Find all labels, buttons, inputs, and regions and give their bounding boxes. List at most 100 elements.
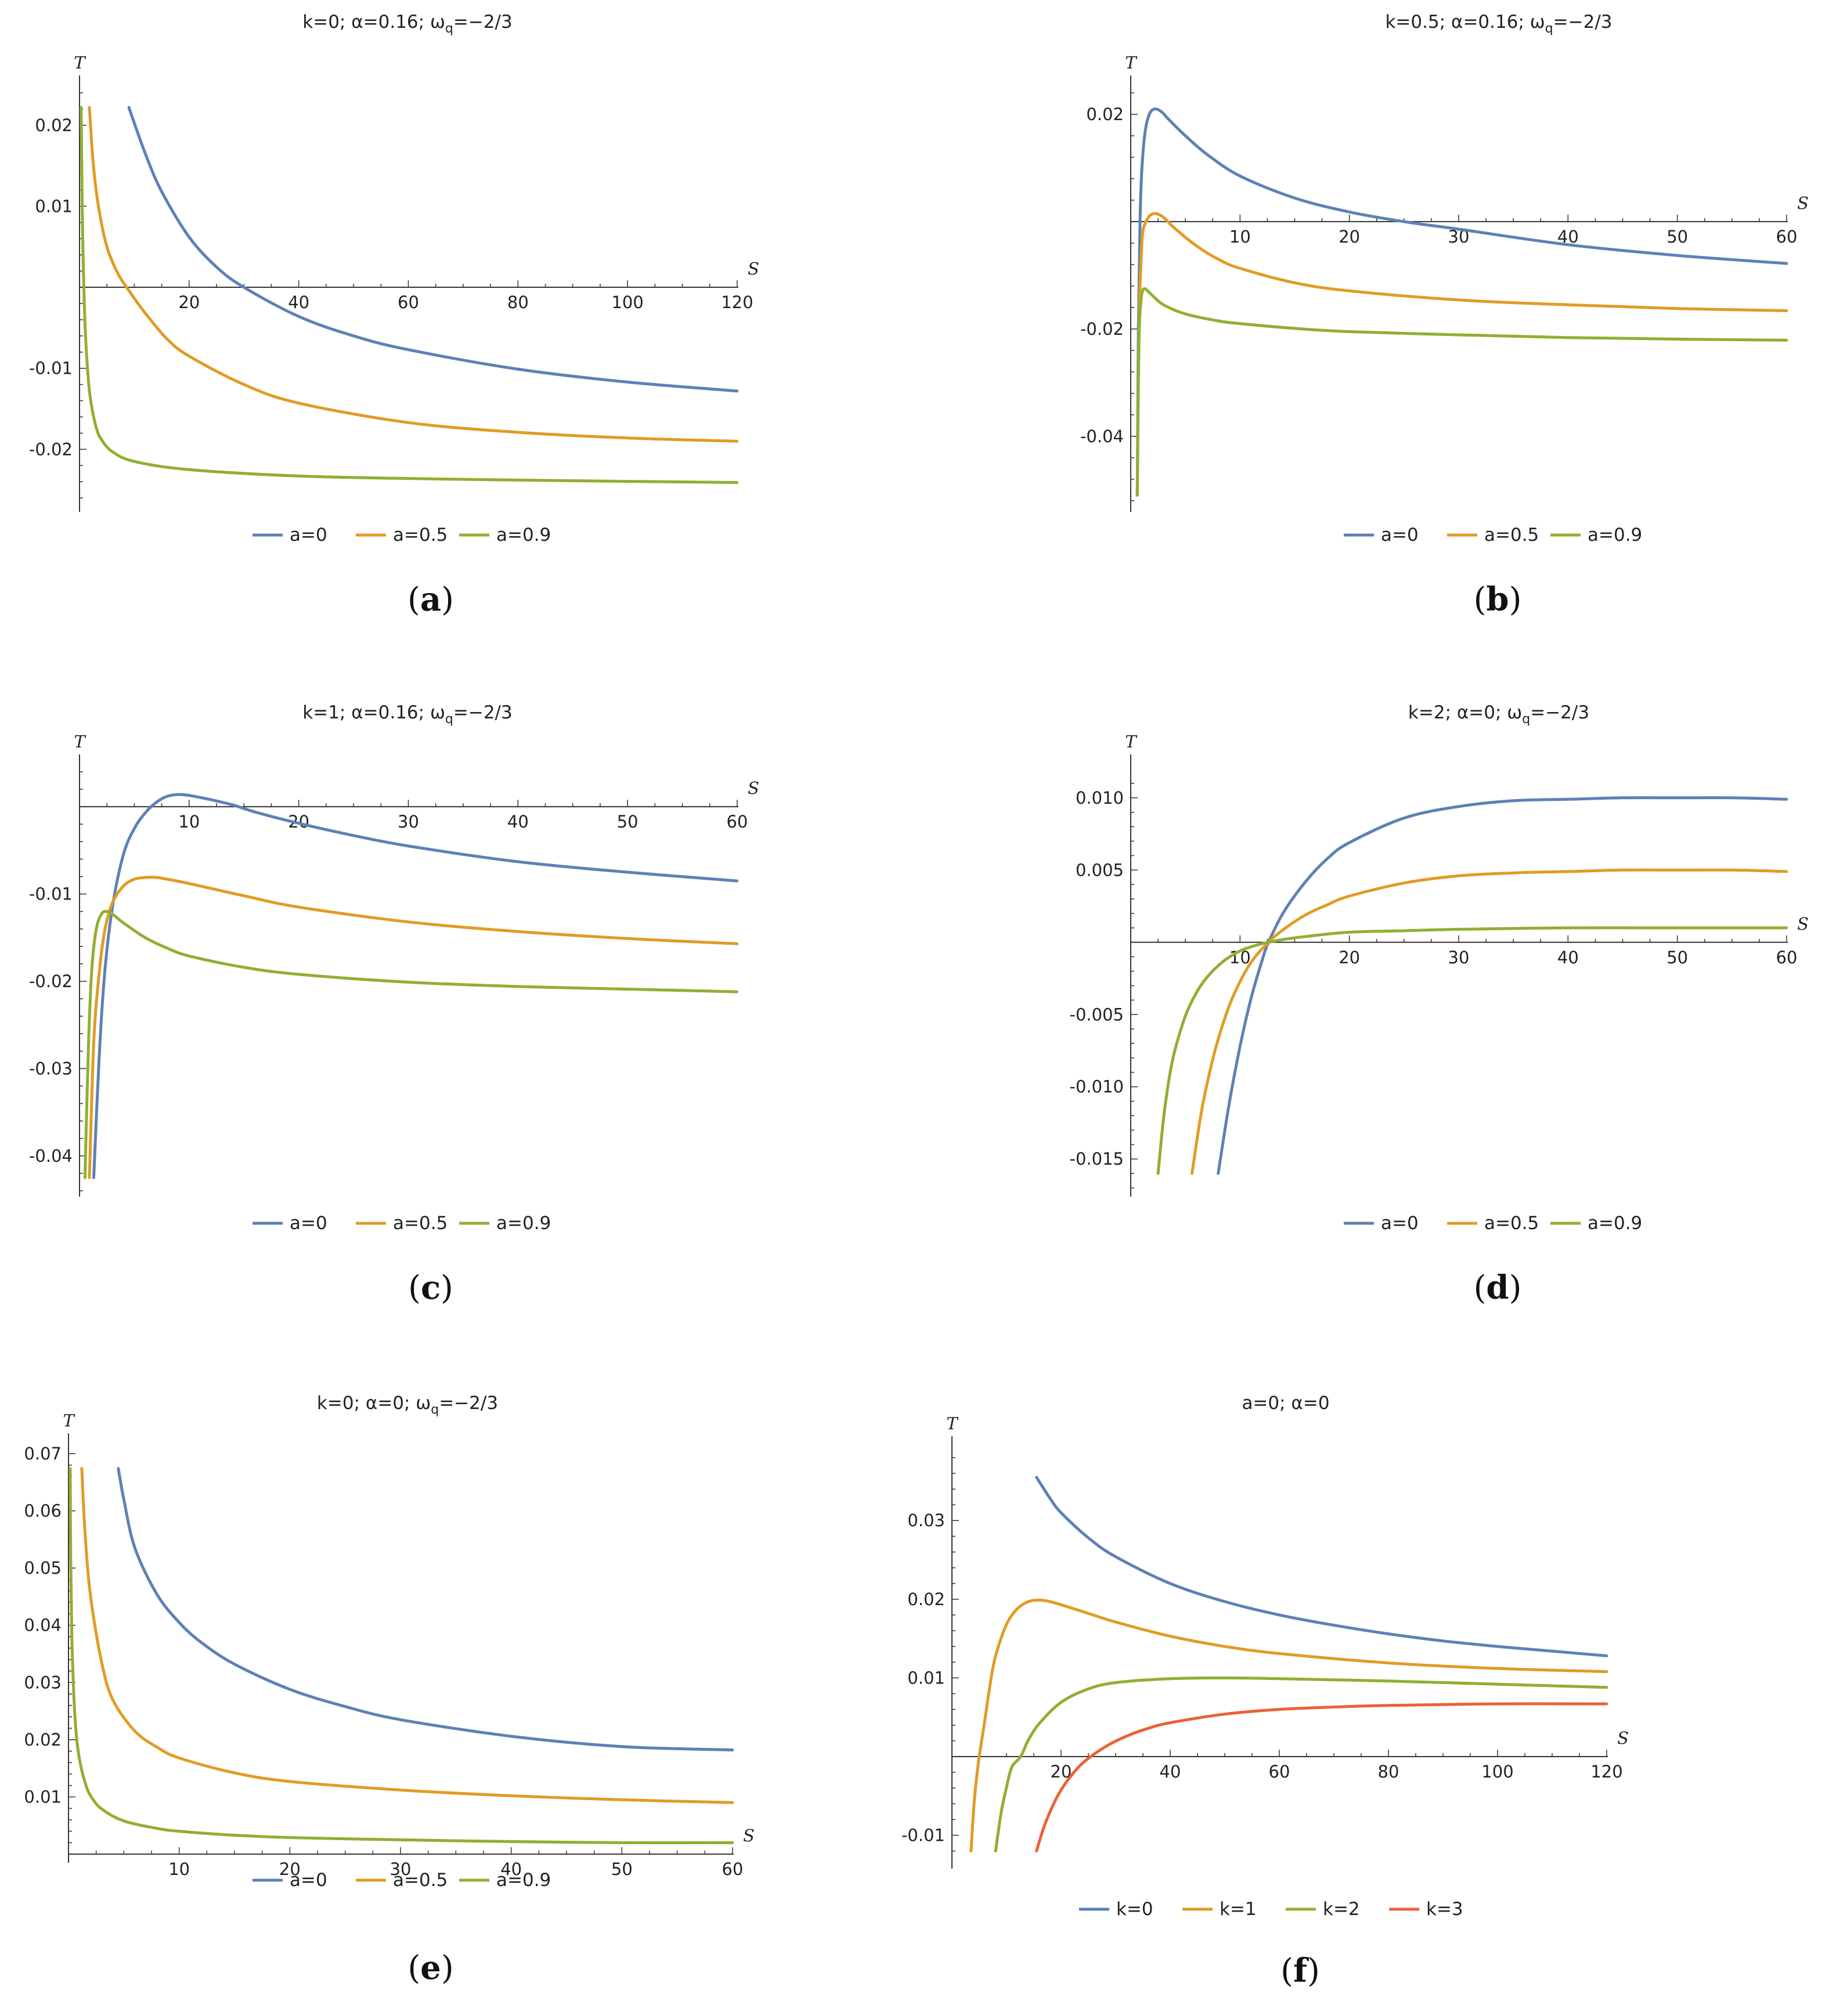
- x-tick-label: 80: [1378, 1762, 1399, 1782]
- legend-label: a=0.9: [496, 1213, 551, 1234]
- x-tick-label: 50: [611, 1859, 633, 1879]
- x-tick-label: 30: [390, 1859, 412, 1879]
- panel-caption: (c): [408, 1269, 453, 1307]
- y-tick-label: 0.06: [24, 1501, 62, 1521]
- x-tick-label: 20: [279, 1859, 301, 1879]
- chart-title-tail: =−2/3: [439, 1393, 498, 1414]
- caption-open: (: [408, 1269, 421, 1307]
- chart-title: k=0; α=0; ωq=−2/3: [317, 1393, 498, 1417]
- y-tick-label: -0.04: [1080, 427, 1124, 446]
- y-tick-label: -0.02: [29, 439, 73, 459]
- series-line-a=0.5: [80, 1467, 734, 1804]
- chart-title-text: k=0; α=0.16; ω: [302, 12, 445, 32]
- legend-label: a=0: [290, 525, 327, 545]
- series-line-a=0: [1217, 796, 1788, 1175]
- series-line-a=0: [92, 793, 738, 1179]
- series-line-a=0: [127, 106, 738, 393]
- chart-series-group: [969, 1476, 1608, 1853]
- y-tick-label: -0.01: [901, 1826, 945, 1845]
- legend-label: a=0.9: [496, 525, 551, 545]
- x-tick-label: 80: [507, 292, 529, 312]
- y-tick-label: 0.01: [24, 1787, 62, 1807]
- y-tick-label: -0.02: [29, 971, 73, 991]
- x-tick-label: 40: [288, 292, 309, 312]
- y-tick-label: -0.02: [1080, 319, 1124, 339]
- chart-panel-b: k=0.5; α=0.16; ωq=−2/310 20 30 40 50 600.02-0…: [1080, 12, 1809, 619]
- chart-title-subscript: q: [445, 712, 453, 727]
- legend-label: k=0: [1116, 1899, 1153, 1920]
- legend-label: a=0.5: [1484, 1213, 1539, 1234]
- series-line-a=0.5: [1135, 212, 1788, 497]
- caption-close: ): [1509, 581, 1522, 619]
- x-tick-label: 120: [1590, 1762, 1622, 1782]
- y-tick-label: 0.07: [24, 1444, 62, 1464]
- caption-open: (: [1474, 581, 1487, 619]
- x-tick-label: 30: [398, 812, 419, 832]
- x-tick-label: 60: [1269, 1762, 1290, 1782]
- x-axis-label: S: [748, 778, 759, 798]
- series-line-k=2: [994, 1676, 1608, 1853]
- x-axis-label: S: [1617, 1728, 1629, 1748]
- y-tick-label: 0.01: [35, 196, 73, 216]
- caption-open: (: [407, 1949, 420, 1987]
- chart-title-text: k=1; α=0.16; ω: [302, 702, 445, 723]
- x-tick-label: 10: [178, 812, 200, 832]
- legend-label: a=0: [1381, 525, 1419, 545]
- y-axis-label: T: [946, 1414, 959, 1433]
- legend-label: a=0.9: [1588, 1213, 1642, 1234]
- caption-letter: d: [1486, 1269, 1509, 1307]
- y-tick-label: 0.02: [1086, 104, 1124, 124]
- legend-label: k=1: [1220, 1899, 1257, 1920]
- caption-open: (: [1474, 1269, 1487, 1307]
- caption-close: ): [441, 1269, 453, 1307]
- y-tick-label: -0.04: [29, 1146, 73, 1166]
- chart-series-group: [1156, 796, 1788, 1175]
- series-line-a=0.5: [1191, 868, 1788, 1175]
- legend-label: a=0.5: [1484, 525, 1539, 545]
- series-line-a=0.9: [80, 106, 738, 484]
- y-tick-label: 0.05: [24, 1558, 62, 1578]
- panel-caption: (e): [407, 1949, 453, 1987]
- x-tick-label: 50: [1666, 948, 1688, 967]
- caption-close: ): [441, 581, 454, 619]
- y-axis-label: T: [1125, 53, 1138, 73]
- caption-close: ): [1307, 1952, 1320, 1990]
- y-tick-label: 0.01: [907, 1668, 945, 1688]
- legend-label: a=0.5: [393, 525, 448, 545]
- y-tick-label: 0.03: [907, 1511, 945, 1530]
- x-tick-label: 50: [617, 812, 638, 832]
- x-tick-label: 40: [1160, 1762, 1181, 1782]
- legend-label: k=3: [1426, 1899, 1463, 1920]
- chart-title: k=1; α=0.16; ωq=−2/3: [302, 702, 512, 727]
- y-axis-label: T: [63, 1411, 75, 1430]
- caption-letter: e: [420, 1949, 441, 1987]
- x-tick-label: 100: [611, 292, 643, 312]
- series-line-a=0.5: [88, 106, 738, 443]
- panel-caption: (d): [1474, 1269, 1522, 1307]
- y-tick-label: 0.03: [24, 1672, 62, 1692]
- chart-title-text: k=2; α=0; ω: [1408, 702, 1522, 723]
- chart-title-tail: =−2/3: [453, 12, 513, 32]
- chart-title-subscript: q: [445, 21, 453, 36]
- chart-series-group: [68, 1467, 734, 1845]
- caption-close: ): [1509, 1269, 1522, 1307]
- legend-label: a=0: [1381, 1213, 1419, 1234]
- series-line-a=0.9: [83, 910, 738, 1179]
- legend-label: a=0.5: [393, 1870, 448, 1891]
- series-line-a=0: [117, 1467, 734, 1752]
- legend-label: k=2: [1323, 1899, 1360, 1920]
- chart-panel-a: k=0; α=0.16; ωq=−2/3 20 40 60 80 100 120 0.02 0.…: [29, 12, 759, 619]
- legend-label: a=0: [290, 1870, 327, 1891]
- y-axis-label: T: [74, 732, 86, 752]
- x-tick-label: 60: [722, 1859, 744, 1879]
- x-tick-label: 20: [1339, 948, 1360, 967]
- x-tick-label: 120: [721, 292, 753, 312]
- y-tick-label: -0.03: [29, 1058, 73, 1078]
- x-tick-label: 40: [500, 1859, 522, 1879]
- caption-open: (: [1280, 1952, 1293, 1990]
- chart-series-group: [1135, 107, 1788, 497]
- series-line-a=0: [1135, 107, 1788, 497]
- x-axis-label: S: [1797, 193, 1809, 213]
- x-tick-label: 50: [1666, 227, 1688, 247]
